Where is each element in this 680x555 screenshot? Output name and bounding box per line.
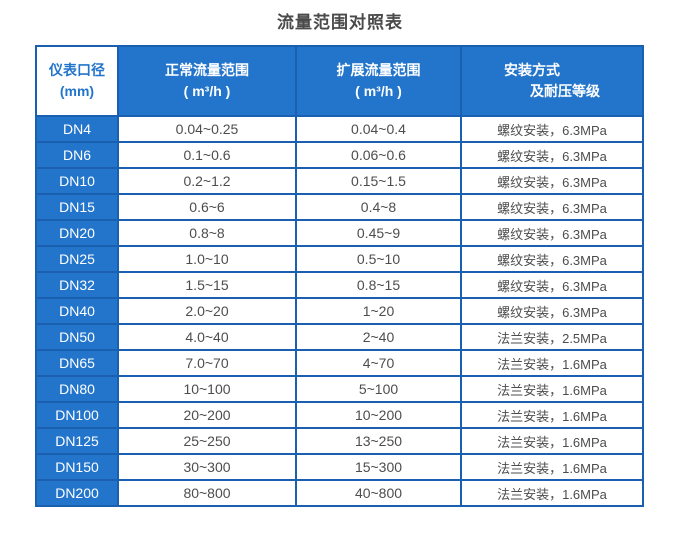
header-extended-range: 扩展流量范围 ( m³/h ) — [295, 45, 462, 117]
header-line: 仪表口径 — [49, 62, 105, 78]
diameter-cell: DN50 — [35, 323, 119, 351]
table-row: DN150 30~300 15~300 法兰安装，1.6MPa — [35, 453, 644, 481]
installation-cell: 法兰安装，1.6MPa — [460, 479, 644, 507]
diameter-cell: DN25 — [35, 245, 119, 273]
header-line: ( m³/h ) — [355, 83, 402, 99]
table-row: DN10 0.2~1.2 0.15~1.5 螺纹安装，6.3MPa — [35, 167, 644, 195]
extended-range-cell: 0.8~15 — [295, 271, 462, 299]
extended-range-cell: 4~70 — [295, 349, 462, 377]
diameter-cell: DN65 — [35, 349, 119, 377]
table-row: DN65 7.0~70 4~70 法兰安装，1.6MPa — [35, 349, 644, 377]
page-title: 流量范围对照表 — [277, 13, 403, 32]
normal-range-cell: 30~300 — [117, 453, 297, 481]
installation-cell: 法兰安装，1.6MPa — [460, 375, 644, 403]
flow-range-table: 仪表口径 (mm) 正常流量范围 ( m³/h ) 扩展流量范围 ( m³/h … — [35, 45, 644, 507]
normal-range-cell: 80~800 — [117, 479, 297, 507]
extended-range-cell: 2~40 — [295, 323, 462, 351]
table-row: DN125 25~250 13~250 法兰安装，1.6MPa — [35, 427, 644, 455]
header-row: 仪表口径 (mm) 正常流量范围 ( m³/h ) 扩展流量范围 ( m³/h … — [35, 45, 644, 117]
extended-range-cell: 15~300 — [295, 453, 462, 481]
diameter-cell: DN200 — [35, 479, 119, 507]
normal-range-cell: 25~250 — [117, 427, 297, 455]
installation-cell: 法兰安装，1.6MPa — [460, 401, 644, 429]
diameter-cell: DN80 — [35, 375, 119, 403]
installation-cell: 法兰安装，2.5MPa — [460, 323, 644, 351]
installation-cell: 螺纹安装，6.3MPa — [460, 141, 644, 169]
installation-cell: 螺纹安装，6.3MPa — [460, 219, 644, 247]
table-row: DN6 0.1~0.6 0.06~0.6 螺纹安装，6.3MPa — [35, 141, 644, 169]
diameter-cell: DN32 — [35, 271, 119, 299]
installation-cell: 螺纹安装，6.3MPa — [460, 193, 644, 221]
normal-range-cell: 1.5~15 — [117, 271, 297, 299]
extended-range-cell: 0.5~10 — [295, 245, 462, 273]
header-line: ( m³/h ) — [183, 83, 231, 99]
extended-range-cell: 5~100 — [295, 375, 462, 403]
normal-range-cell: 10~100 — [117, 375, 297, 403]
diameter-cell: DN125 — [35, 427, 119, 455]
header-normal-range: 正常流量范围 ( m³/h ) — [117, 45, 297, 117]
table-row: DN40 2.0~20 1~20 螺纹安装，6.3MPa — [35, 297, 644, 325]
table-row: DN32 1.5~15 0.8~15 螺纹安装，6.3MPa — [35, 271, 644, 299]
installation-cell: 法兰安装，1.6MPa — [460, 453, 644, 481]
normal-range-cell: 0.1~0.6 — [117, 141, 297, 169]
normal-range-cell: 7.0~70 — [117, 349, 297, 377]
header-line: 安装方式 — [504, 62, 560, 78]
diameter-cell: DN4 — [35, 115, 119, 143]
normal-range-cell: 1.0~10 — [117, 245, 297, 273]
extended-range-cell: 0.04~0.4 — [295, 115, 462, 143]
installation-cell: 法兰安装，1.6MPa — [460, 349, 644, 377]
table-row: DN15 0.6~6 0.4~8 螺纹安装，6.3MPa — [35, 193, 644, 221]
diameter-cell: DN15 — [35, 193, 119, 221]
header-line: (mm) — [59, 83, 95, 99]
extended-range-cell: 1~20 — [295, 297, 462, 325]
header-line: 及耐压等级 — [530, 83, 600, 99]
table-row: DN100 20~200 10~200 法兰安装，1.6MPa — [35, 401, 644, 429]
installation-cell: 螺纹安装，6.3MPa — [460, 245, 644, 273]
normal-range-cell: 2.0~20 — [117, 297, 297, 325]
header-line: 扩展流量范围 — [336, 62, 421, 78]
header-diameter: 仪表口径 (mm) — [35, 45, 119, 117]
installation-cell: 法兰安装，1.6MPa — [460, 427, 644, 455]
table-row: DN50 4.0~40 2~40 法兰安装，2.5MPa — [35, 323, 644, 351]
extended-range-cell: 0.4~8 — [295, 193, 462, 221]
extended-range-cell: 10~200 — [295, 401, 462, 429]
installation-cell: 螺纹安装，6.3MPa — [460, 271, 644, 299]
diameter-cell: DN150 — [35, 453, 119, 481]
normal-range-cell: 0.2~1.2 — [117, 167, 297, 195]
installation-cell: 螺纹安装，6.3MPa — [460, 115, 644, 143]
diameter-cell: DN40 — [35, 297, 119, 325]
diameter-cell: DN20 — [35, 219, 119, 247]
diameter-cell: DN10 — [35, 167, 119, 195]
normal-range-cell: 0.6~6 — [117, 193, 297, 221]
installation-cell: 螺纹安装，6.3MPa — [460, 167, 644, 195]
table-row: DN4 0.04~0.25 0.04~0.4 螺纹安装，6.3MPa — [35, 115, 644, 143]
header-line: 正常流量范围 — [165, 62, 249, 78]
normal-range-cell: 0.04~0.25 — [117, 115, 297, 143]
extended-range-cell: 13~250 — [295, 427, 462, 455]
installation-cell: 螺纹安装，6.3MPa — [460, 297, 644, 325]
normal-range-cell: 4.0~40 — [117, 323, 297, 351]
table-row: DN25 1.0~10 0.5~10 螺纹安装，6.3MPa — [35, 245, 644, 273]
extended-range-cell: 0.06~0.6 — [295, 141, 462, 169]
header-installation: 安装方式 及耐压等级 — [460, 45, 644, 117]
table-row: DN200 80~800 40~800 法兰安装，1.6MPa — [35, 479, 644, 507]
extended-range-cell: 0.15~1.5 — [295, 167, 462, 195]
extended-range-cell: 0.45~9 — [295, 219, 462, 247]
table-body: DN4 0.04~0.25 0.04~0.4 螺纹安装，6.3MPa DN6 0… — [35, 115, 644, 507]
normal-range-cell: 20~200 — [117, 401, 297, 429]
extended-range-cell: 40~800 — [295, 479, 462, 507]
table-row: DN80 10~100 5~100 法兰安装，1.6MPa — [35, 375, 644, 403]
diameter-cell: DN100 — [35, 401, 119, 429]
normal-range-cell: 0.8~8 — [117, 219, 297, 247]
diameter-cell: DN6 — [35, 141, 119, 169]
table-row: DN20 0.8~8 0.45~9 螺纹安装，6.3MPa — [35, 219, 644, 247]
